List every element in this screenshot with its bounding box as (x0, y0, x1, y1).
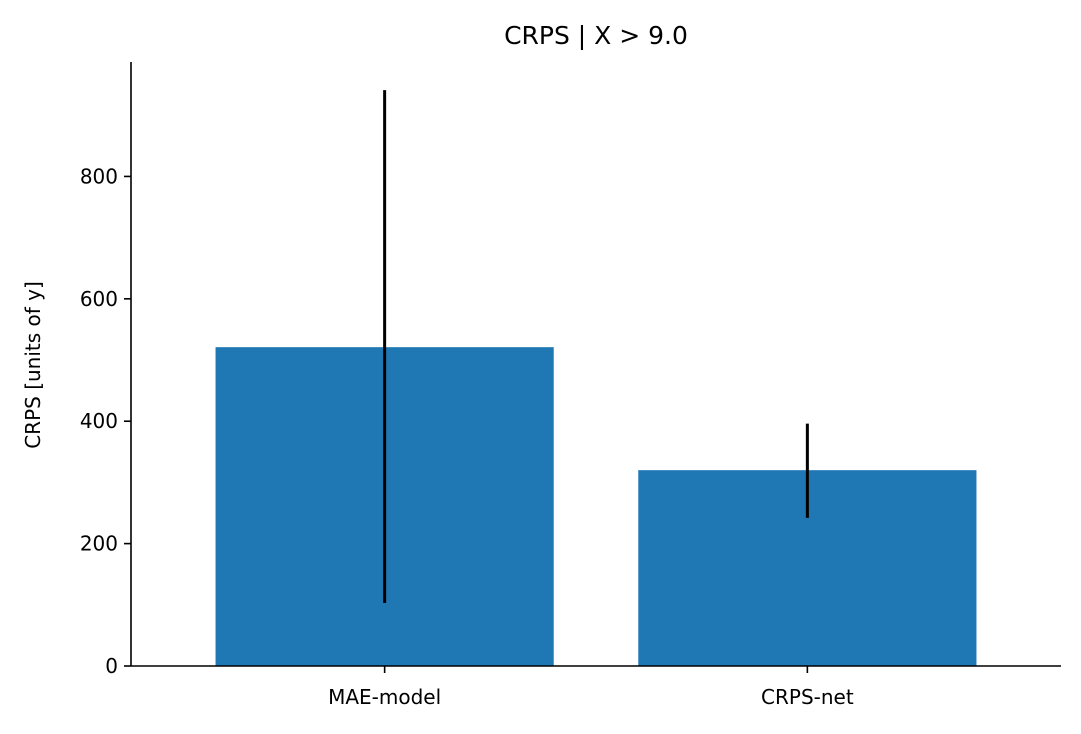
y-tick-label: 0 (105, 654, 118, 678)
chart-title: CRPS | X > 9.0 (504, 21, 688, 50)
y-axis: 0 200 400 600 800 (80, 62, 132, 678)
y-axis-label: CRPS [units of y] (21, 281, 45, 449)
y-tick-label: 800 (80, 164, 118, 188)
x-tick-label: MAE-model (328, 685, 441, 709)
x-axis: MAE-model CRPS-net (131, 665, 1061, 709)
error-bars-layer (383, 90, 809, 603)
y-tick-label: 400 (80, 409, 118, 433)
y-tick-label: 200 (80, 532, 118, 556)
x-tick-label: CRPS-net (761, 685, 854, 709)
y-tick-label: 600 (80, 287, 118, 311)
bars-layer (215, 347, 977, 666)
